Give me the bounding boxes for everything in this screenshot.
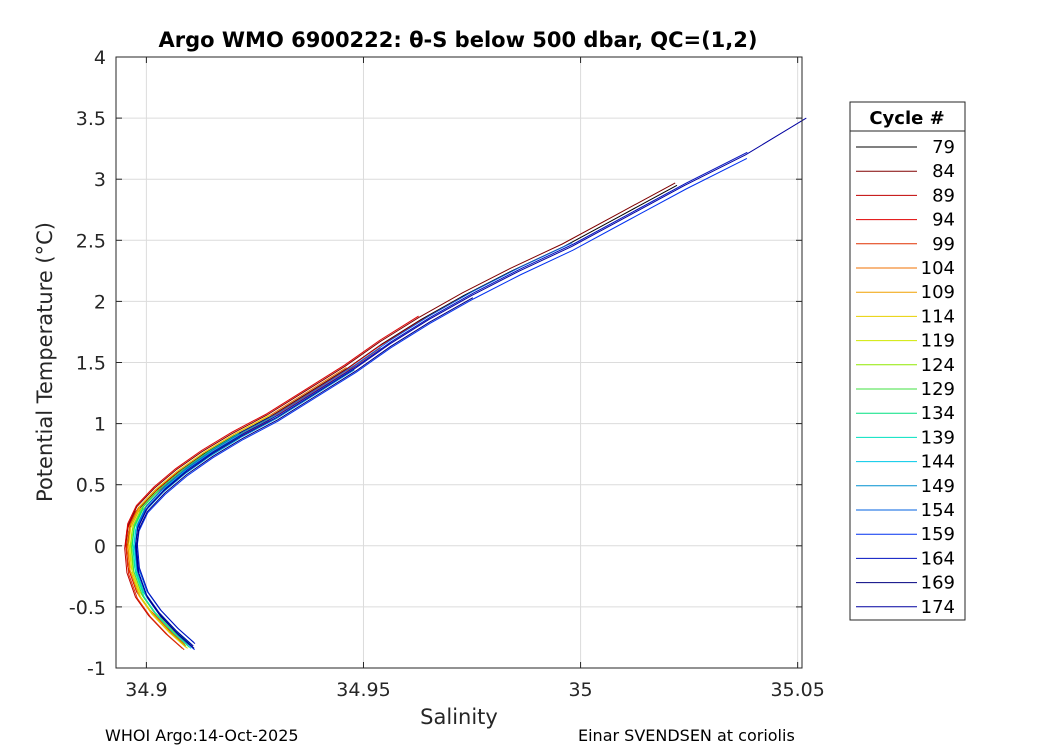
legend-label-cycle-154: 154 [921, 500, 955, 521]
legend: Cycle # 79 84 89 94 99 104 109 114 119 124 129 134 1… [849, 101, 966, 621]
data-series [124, 117, 807, 651]
x-axis-ticks: 34.9 34.95 35 35.05 [125, 57, 825, 701]
legend-label-cycle-114: 114 [921, 306, 955, 327]
y-tick-label: 3.5 [76, 108, 106, 130]
y-tick-label: -1 [87, 658, 106, 680]
plot-area: 34.9 34.95 35 35.05 -1 -0.5 0 0.5 1 1.5 2 2.5 3 3.5 4 [69, 47, 825, 701]
legend-label-cycle-109: 109 [921, 282, 955, 303]
x-tick-label: 34.95 [336, 679, 390, 701]
series-line-cycle-164 [136, 151, 748, 644]
legend-label-cycle-94: 94 [932, 210, 955, 231]
footer-left: WHOI Argo:14-Oct-2025 [105, 726, 299, 745]
legend-label-cycle-89: 89 [932, 185, 955, 206]
legend-label-cycle-159: 159 [921, 524, 955, 545]
y-tick-label: 2.5 [76, 230, 106, 252]
y-axis-label: Potential Temperature (°C) [33, 222, 57, 502]
legend-label-cycle-79: 79 [932, 137, 955, 158]
y-axis-ticks: -1 -0.5 0 0.5 1 1.5 2 2.5 3 3.5 4 [69, 47, 802, 680]
legend-label-cycle-129: 129 [921, 379, 955, 400]
series-line-cycle-169 [135, 297, 474, 649]
legend-label-cycle-139: 139 [921, 427, 955, 448]
footer-right: Einar SVENDSEN at coriolis [578, 726, 795, 745]
y-tick-label: 4 [94, 47, 106, 69]
legend-label-cycle-124: 124 [921, 355, 955, 376]
chart-title: Argo WMO 6900222: θ-S below 500 dbar, QC… [159, 28, 758, 52]
y-tick-label: 1 [94, 414, 106, 436]
series-line-cycle-174 [134, 117, 807, 647]
legend-label-cycle-104: 104 [921, 258, 955, 279]
legend-label-cycle-144: 144 [921, 452, 955, 473]
x-tick-label: 35 [568, 679, 592, 701]
legend-label-cycle-99: 99 [932, 234, 955, 255]
legend-label-cycle-174: 174 [921, 597, 955, 618]
legend-items: 79 84 89 94 99 104 109 114 119 124 129 134 139 144 149… [856, 137, 955, 618]
legend-label-cycle-119: 119 [921, 331, 955, 352]
legend-label-cycle-164: 164 [921, 548, 955, 569]
series-line-cycle-154 [135, 242, 573, 643]
y-tick-label: -0.5 [69, 597, 106, 619]
x-tick-label: 34.9 [125, 679, 167, 701]
x-tick-label: 35.05 [770, 679, 824, 701]
y-tick-label: 0.5 [76, 475, 106, 497]
legend-label-cycle-84: 84 [932, 161, 955, 182]
y-tick-label: 3 [94, 169, 106, 191]
legend-label-cycle-149: 149 [921, 476, 955, 497]
legend-label-cycle-134: 134 [921, 403, 955, 424]
y-tick-label: 1.5 [76, 353, 106, 375]
legend-label-cycle-169: 169 [921, 573, 955, 594]
y-tick-label: 2 [94, 291, 106, 313]
y-tick-label: 0 [94, 536, 106, 558]
legend-title: Cycle # [869, 108, 944, 129]
x-axis-label: Salinity [420, 705, 498, 729]
series-line-cycle-89 [124, 297, 462, 649]
legend-box [849, 101, 966, 621]
